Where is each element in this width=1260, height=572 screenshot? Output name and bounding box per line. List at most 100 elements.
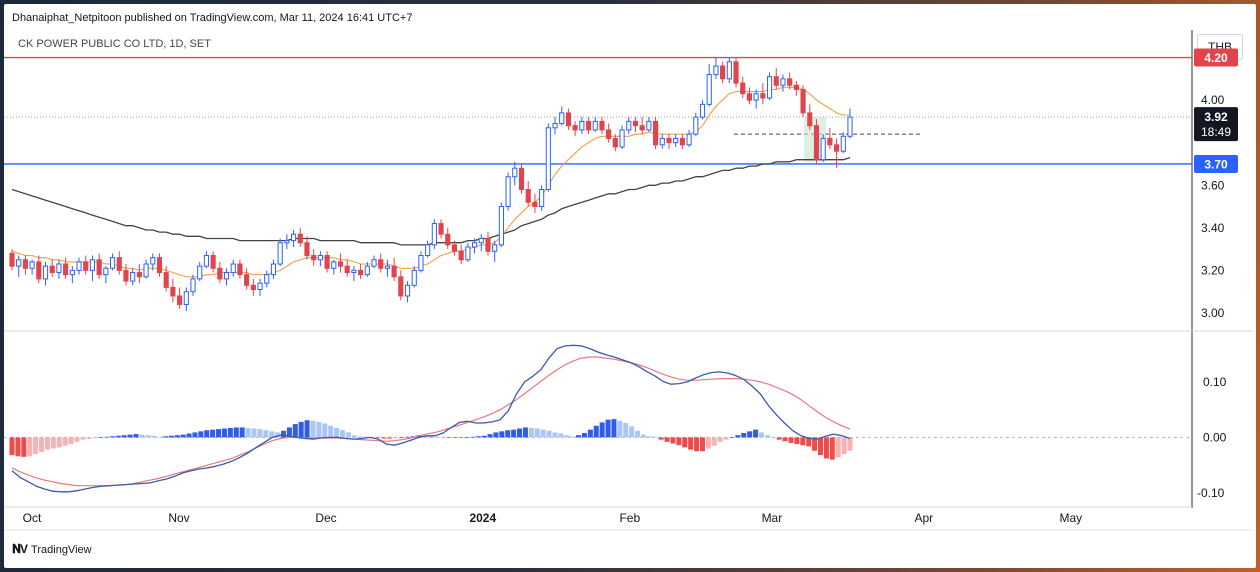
histogram-bar[interactable] — [257, 429, 263, 438]
candle[interactable] — [592, 117, 598, 133]
candle[interactable] — [136, 264, 142, 284]
candle[interactable] — [156, 253, 163, 277]
histogram-bar[interactable] — [776, 437, 782, 440]
candle[interactable] — [485, 232, 491, 256]
histogram-bar[interactable] — [747, 431, 753, 438]
candle[interactable] — [177, 287, 183, 309]
candle[interactable] — [505, 172, 511, 211]
candle[interactable] — [626, 117, 632, 135]
histogram-bar[interactable] — [717, 437, 723, 442]
histogram-bar[interactable] — [109, 436, 115, 438]
candle[interactable] — [512, 161, 518, 186]
candle[interactable] — [834, 138, 840, 169]
histogram-bar[interactable] — [540, 429, 546, 438]
histogram-bar[interactable] — [151, 435, 157, 438]
candle[interactable] — [364, 261, 370, 277]
candle[interactable] — [431, 219, 437, 250]
candle[interactable] — [398, 270, 404, 301]
candle[interactable] — [438, 219, 444, 239]
candle[interactable] — [210, 251, 216, 273]
candle[interactable] — [418, 251, 424, 273]
histogram-bar[interactable] — [298, 421, 304, 438]
price-pane[interactable] — [4, 56, 1192, 311]
candle[interactable] — [793, 80, 799, 96]
candle[interactable] — [565, 108, 572, 130]
candle[interactable] — [686, 129, 692, 147]
histogram-bar[interactable] — [404, 436, 410, 438]
histogram-bar[interactable] — [139, 434, 145, 438]
histogram-bar[interactable] — [21, 437, 27, 457]
candle[interactable] — [378, 253, 384, 273]
candle[interactable] — [585, 117, 592, 135]
histogram-bar[interactable] — [121, 435, 127, 438]
candle[interactable] — [525, 181, 531, 207]
candle[interactable] — [606, 123, 612, 143]
histogram-bar[interactable] — [198, 431, 204, 438]
histogram-bar[interactable] — [758, 432, 764, 438]
histogram-bar[interactable] — [245, 427, 251, 438]
histogram-bar[interactable] — [263, 430, 269, 438]
histogram-bar[interactable] — [682, 437, 688, 448]
histogram-bar[interactable] — [434, 436, 440, 438]
candle[interactable] — [766, 72, 773, 101]
histogram-bar[interactable] — [522, 427, 528, 438]
histogram-bar[interactable] — [68, 437, 74, 445]
candle[interactable] — [42, 261, 49, 286]
histogram-bar[interactable] — [33, 437, 39, 455]
candle[interactable] — [371, 255, 377, 269]
histogram-bar[interactable] — [103, 436, 109, 438]
histogram-bar[interactable] — [56, 437, 62, 448]
histogram-bar[interactable] — [558, 433, 564, 438]
histogram-bar[interactable] — [688, 437, 694, 450]
candle[interactable] — [471, 238, 478, 254]
histogram-bar[interactable] — [286, 427, 292, 438]
histogram-bar[interactable] — [646, 436, 652, 438]
histogram-bar[interactable] — [623, 422, 629, 438]
histogram-bar[interactable] — [345, 432, 351, 438]
histogram-bar[interactable] — [847, 437, 853, 451]
candle[interactable] — [445, 227, 451, 250]
histogram-bar[interactable] — [800, 437, 806, 446]
histogram-bar[interactable] — [640, 434, 646, 438]
histogram-bar[interactable] — [794, 437, 800, 445]
histogram-bar[interactable] — [357, 436, 363, 438]
histogram-bar[interactable] — [593, 425, 599, 438]
macd-signal-line[interactable] — [11, 356, 851, 487]
candle[interactable] — [358, 264, 364, 279]
candle[interactable] — [639, 117, 645, 135]
histogram-bar[interactable] — [475, 436, 481, 438]
histogram-bar[interactable] — [505, 430, 511, 438]
candle[interactable] — [847, 108, 853, 139]
histogram-bar[interactable] — [363, 436, 369, 438]
histogram-bar[interactable] — [605, 419, 611, 438]
candle[interactable] — [539, 185, 545, 211]
candle[interactable] — [56, 259, 62, 279]
histogram-bar[interactable] — [204, 430, 210, 438]
histogram-bar[interactable] — [334, 427, 340, 438]
candle[interactable] — [130, 268, 136, 286]
histogram-bar[interactable] — [74, 437, 80, 442]
candle[interactable] — [76, 257, 82, 275]
candle[interactable] — [720, 61, 726, 84]
histogram-bar[interactable] — [735, 435, 741, 438]
histogram-bar[interactable] — [446, 437, 452, 439]
histogram-bar[interactable] — [210, 429, 216, 438]
histogram-bar[interactable] — [192, 432, 198, 438]
histogram-bar[interactable] — [339, 430, 345, 438]
candle[interactable] — [726, 57, 732, 84]
histogram-bar[interactable] — [528, 427, 534, 438]
macd-line[interactable] — [11, 344, 851, 493]
histogram-bar[interactable] — [841, 437, 847, 455]
histogram-bar[interactable] — [216, 429, 222, 438]
candle[interactable] — [653, 117, 659, 150]
candle[interactable] — [69, 266, 75, 284]
candle[interactable] — [22, 255, 28, 275]
candle[interactable] — [612, 134, 618, 152]
histogram-bar[interactable] — [581, 432, 587, 438]
histogram-bar[interactable] — [133, 434, 139, 438]
histogram-bar[interactable] — [145, 435, 151, 438]
histogram-bar[interactable] — [457, 437, 464, 439]
histogram-bar[interactable] — [168, 435, 174, 438]
candle[interactable] — [163, 266, 169, 292]
candle[interactable] — [384, 259, 391, 277]
